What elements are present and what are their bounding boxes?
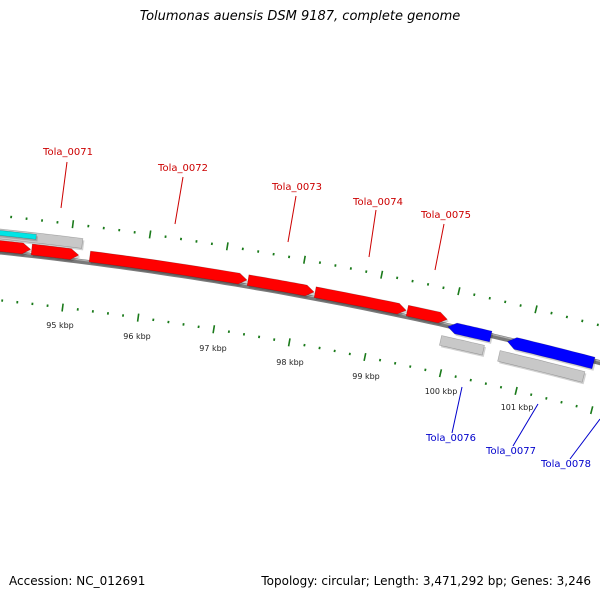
major-tick xyxy=(514,386,518,395)
gene-arrow-tola-0076[interactable] xyxy=(447,322,493,343)
leader-line-tola-0072 xyxy=(174,176,184,225)
minor-tick xyxy=(484,382,487,385)
feature-grey-0077[interactable] xyxy=(497,350,586,383)
major-tick xyxy=(589,406,594,415)
scale-label: 98 kbp xyxy=(276,358,304,367)
minor-tick xyxy=(365,270,368,273)
minor-tick xyxy=(469,378,472,382)
scale-label: 97 kbp xyxy=(199,344,227,353)
major-tick xyxy=(287,338,291,347)
minor-tick xyxy=(349,267,352,270)
scale-label: 100 kbp xyxy=(425,387,458,396)
gene-arrow-tola-0074[interactable] xyxy=(313,286,407,315)
minor-tick xyxy=(565,315,569,319)
minor-tick xyxy=(504,300,507,304)
outer-tick-ring xyxy=(10,215,599,327)
major-tick xyxy=(380,270,384,279)
minor-tick xyxy=(454,375,457,378)
feature-group xyxy=(0,228,597,385)
scale-label: 96 kbp xyxy=(123,332,151,341)
minor-tick xyxy=(560,400,563,404)
gene-arrow-tola-0073[interactable] xyxy=(246,274,315,297)
gene-label-tola-0077[interactable]: Tola_0077 xyxy=(485,446,536,457)
minor-tick xyxy=(396,276,399,280)
major-tick xyxy=(61,303,64,312)
minor-tick xyxy=(394,361,397,365)
minor-tick xyxy=(581,319,584,323)
feature-grey-0076[interactable] xyxy=(439,335,485,356)
scale-label: 99 kbp xyxy=(352,372,380,381)
accession-label: Accession: NC_012691 xyxy=(9,574,146,588)
minor-tick xyxy=(411,279,414,283)
gene-label-tola-0076[interactable]: Tola_0076 xyxy=(425,433,476,444)
major-tick xyxy=(225,242,229,251)
major-tick xyxy=(136,313,140,322)
leader-line-tola-0071 xyxy=(60,161,68,209)
minor-tick xyxy=(596,323,599,327)
scale-label: 95 kbp xyxy=(46,321,74,330)
minor-tick xyxy=(442,286,445,290)
leader-line-tola-0078 xyxy=(569,418,600,460)
tick-marks xyxy=(1,215,599,415)
minor-tick xyxy=(545,397,548,400)
gene-arrow-tola-0077[interactable] xyxy=(507,337,596,370)
minor-tick xyxy=(378,358,382,362)
gene-arrow-tola-0071[interactable] xyxy=(30,243,80,260)
major-tick xyxy=(534,305,538,314)
minor-tick xyxy=(318,261,322,264)
genome-backbone xyxy=(0,249,600,366)
minor-tick xyxy=(426,283,430,286)
inner-tick-ring xyxy=(1,299,594,415)
leader-line-tola-0075 xyxy=(434,223,445,271)
leader-line-tola-0073 xyxy=(287,195,297,243)
major-tick xyxy=(363,352,367,362)
leader-line-tola-0074 xyxy=(368,209,377,258)
minor-tick xyxy=(424,368,427,372)
minor-tick xyxy=(575,404,578,408)
gene-arrow-tola-0075[interactable] xyxy=(405,304,448,324)
map-title: Tolumonas auensis DSM 9187, complete gen… xyxy=(139,9,461,24)
minor-tick xyxy=(473,293,476,297)
genome-stats-label: Topology: circular; Length: 3,471,292 bp… xyxy=(261,574,591,588)
major-tick xyxy=(303,255,306,264)
minor-tick xyxy=(303,343,306,347)
minor-tick xyxy=(333,349,336,353)
backbone-group xyxy=(0,249,600,366)
minor-tick xyxy=(519,304,522,307)
scale-labels: 95 kbp 96 kbp 97 kbp 98 kbp 99 kbp 100 kbp 101… xyxy=(46,321,533,412)
backbone-highlight xyxy=(0,250,600,362)
gene-label-tola-0075[interactable]: Tola_0075 xyxy=(420,210,471,221)
gene-label-tola-0078[interactable]: Tola_0078 xyxy=(540,459,591,470)
major-tick xyxy=(438,369,443,378)
major-tick xyxy=(148,230,152,239)
gene-label-tola-0073[interactable]: Tola_0073 xyxy=(271,182,322,193)
gene-arrow-tola-0072[interactable] xyxy=(88,250,248,285)
gene-label-tola-0071[interactable]: Tola_0071 xyxy=(42,147,93,158)
gene-label-tola-0072[interactable]: Tola_0072 xyxy=(157,163,208,174)
minor-tick xyxy=(409,365,412,368)
leader-line-tola-0076 xyxy=(451,386,463,434)
minor-tick xyxy=(499,385,503,389)
minor-tick xyxy=(550,311,553,315)
gene-labels: Tola_0071 Tola_0072 Tola_0073 Tola_0074 Tola… xyxy=(42,147,600,470)
gene-label-tola-0074[interactable]: Tola_0074 xyxy=(352,197,403,208)
minor-tick xyxy=(318,346,321,350)
gene-arrow-partial[interactable] xyxy=(0,240,32,255)
major-tick xyxy=(212,325,216,334)
scale-label: 101 kbp xyxy=(501,403,534,412)
minor-tick xyxy=(488,296,491,300)
major-tick xyxy=(457,287,461,296)
feature-cyan-0071[interactable] xyxy=(0,230,37,240)
leader-line-tola-0077 xyxy=(512,403,539,447)
minor-tick xyxy=(530,393,533,397)
major-tick xyxy=(71,220,75,229)
